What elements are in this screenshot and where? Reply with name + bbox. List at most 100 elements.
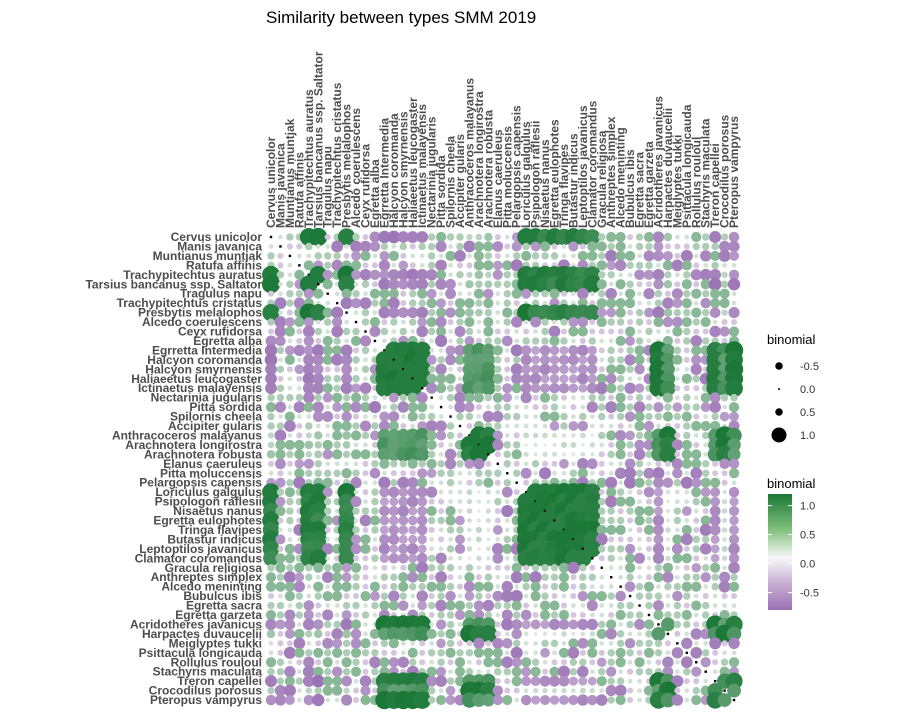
correlation-point xyxy=(539,411,551,422)
diagonal-point xyxy=(610,576,613,579)
correlation-point xyxy=(598,403,606,411)
correlation-point xyxy=(681,449,692,460)
correlation-point xyxy=(731,480,737,486)
correlation-point xyxy=(540,619,550,629)
correlation-point xyxy=(397,307,409,318)
row-label: Stachyris maculata xyxy=(153,665,263,679)
correlation-point xyxy=(340,344,353,357)
correlation-point xyxy=(586,458,598,470)
correlation-point xyxy=(560,328,567,335)
correlation-point xyxy=(494,469,502,477)
correlation-point xyxy=(531,345,541,355)
correlation-point xyxy=(351,269,362,280)
correlation-point xyxy=(456,649,464,657)
correlation-point xyxy=(484,469,493,477)
correlation-point xyxy=(728,326,740,337)
correlation-point xyxy=(710,553,720,563)
correlation-point xyxy=(267,601,275,610)
correlation-point xyxy=(278,234,283,240)
column-label: Egretta alba xyxy=(368,159,382,228)
row-label: Psittacula longicauda xyxy=(139,646,263,660)
correlation-point xyxy=(523,688,529,693)
correlation-point xyxy=(702,328,709,335)
correlation-point xyxy=(637,574,642,580)
correlation-point xyxy=(587,676,597,686)
correlation-point xyxy=(520,609,532,621)
correlation-point xyxy=(599,423,605,429)
correlation-point xyxy=(570,611,577,619)
correlation-point xyxy=(539,363,551,375)
correlation-point xyxy=(465,308,474,317)
correlation-point xyxy=(473,647,484,658)
correlation-point xyxy=(671,288,683,300)
correlation-point xyxy=(599,357,605,363)
correlation-point xyxy=(531,658,540,666)
row-label: Gracula religiosa xyxy=(165,561,263,575)
correlation-point xyxy=(323,564,332,572)
correlation-point xyxy=(636,281,643,288)
correlation-point xyxy=(341,468,352,479)
correlation-point xyxy=(445,685,456,696)
correlation-point xyxy=(501,656,514,669)
correlation-point xyxy=(709,268,721,281)
correlation-point xyxy=(560,318,568,326)
row-label: Arachnotera robusta xyxy=(144,447,262,461)
correlation-point xyxy=(510,344,523,357)
column-label: Rollulus rouloul xyxy=(689,137,703,228)
correlation-point xyxy=(710,562,721,573)
correlation-point xyxy=(295,289,304,298)
correlation-point xyxy=(372,480,378,486)
diagonal-point xyxy=(269,235,273,239)
correlation-point xyxy=(295,677,304,685)
size-legend-dot xyxy=(771,427,787,443)
correlation-point xyxy=(485,517,491,524)
correlation-point xyxy=(709,637,722,650)
correlation-point xyxy=(691,449,702,460)
correlation-point xyxy=(331,353,344,366)
correlation-point xyxy=(264,344,278,357)
column-label: Treron capellei xyxy=(708,143,722,228)
correlation-point xyxy=(350,260,362,271)
correlation-point xyxy=(699,268,712,281)
correlation-point xyxy=(712,319,718,325)
correlation-point xyxy=(467,253,472,259)
diagonal-point xyxy=(657,623,660,626)
correlation-point xyxy=(665,546,671,552)
correlation-point xyxy=(381,649,388,656)
correlation-point xyxy=(454,401,466,413)
correlation-point xyxy=(680,656,693,669)
correlation-point xyxy=(311,674,325,688)
correlation-point xyxy=(607,318,615,326)
correlation-point xyxy=(511,288,522,299)
correlation-point xyxy=(492,543,504,555)
correlation-point xyxy=(378,306,391,319)
correlation-point xyxy=(323,252,332,260)
correlation-point xyxy=(635,337,644,345)
correlation-point xyxy=(457,508,463,514)
correlation-point xyxy=(702,593,709,600)
correlation-point xyxy=(331,325,344,338)
correlation-point xyxy=(520,694,532,706)
correlation-point xyxy=(325,461,331,467)
correlation-point xyxy=(502,543,513,554)
correlation-point xyxy=(417,477,428,488)
correlation-point xyxy=(673,601,682,610)
correlation-point xyxy=(399,242,408,251)
correlation-point xyxy=(476,319,482,325)
correlation-point xyxy=(540,383,550,394)
correlation-point xyxy=(445,515,456,526)
correlation-point xyxy=(414,626,430,642)
correlation-point xyxy=(303,402,314,413)
correlation-point xyxy=(691,458,702,469)
correlation-point xyxy=(456,233,464,241)
column-label: Acridotheres javanicus xyxy=(651,96,665,228)
correlation-point xyxy=(265,572,277,583)
correlation-point xyxy=(390,573,398,581)
correlation-point xyxy=(363,291,368,297)
correlation-point xyxy=(435,675,447,687)
correlation-point xyxy=(275,619,286,630)
correlation-point xyxy=(559,374,569,384)
diagonal-point xyxy=(392,358,396,362)
correlation-point xyxy=(624,476,637,489)
row-label: Acridotheres javanicus xyxy=(130,617,262,631)
